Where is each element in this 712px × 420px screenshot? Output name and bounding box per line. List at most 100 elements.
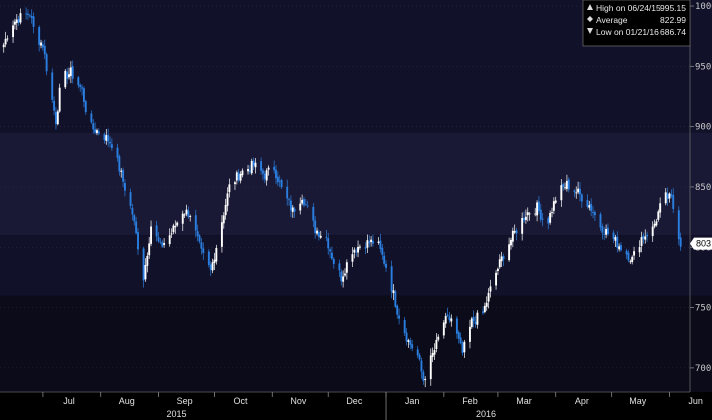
candle-body — [250, 160, 253, 174]
candle-body — [444, 316, 447, 324]
candle-body — [17, 19, 20, 23]
candle-body — [273, 166, 276, 171]
candle-body — [668, 193, 671, 199]
candle-body — [66, 71, 69, 79]
candle-body — [381, 247, 384, 255]
candle-body — [564, 187, 567, 189]
candle-body — [280, 179, 283, 188]
candle-body — [418, 354, 421, 360]
candle-body — [450, 318, 453, 322]
candle-body — [146, 255, 149, 266]
candle-body — [84, 101, 87, 113]
candle-body — [168, 235, 171, 245]
candle-body — [377, 241, 380, 243]
candle-body — [330, 252, 333, 259]
candle-body — [306, 205, 309, 207]
legend-label: High on 06/24/15 — [596, 3, 661, 13]
candle-body — [129, 192, 132, 206]
candle-body — [547, 217, 550, 224]
x-month-label: Dec — [346, 396, 363, 406]
candle-body — [6, 38, 9, 40]
candle-body — [407, 340, 410, 343]
candle-body — [554, 200, 557, 203]
candle-body — [631, 256, 634, 263]
candle-body — [58, 87, 61, 112]
candle-body — [32, 16, 35, 27]
candle-body — [301, 199, 304, 204]
band-lower-middle — [0, 235, 712, 296]
candle-body — [157, 237, 160, 242]
candle-body — [226, 193, 229, 206]
candle-body — [489, 286, 492, 292]
candle-body — [528, 213, 531, 215]
candle-body — [612, 232, 615, 239]
candle-body — [28, 15, 31, 17]
candle-body — [640, 237, 643, 247]
candle-body — [422, 371, 425, 381]
x-year-label: 2015 — [166, 409, 186, 419]
candle-body — [679, 237, 682, 247]
candle-body — [651, 226, 654, 237]
legend-value: 822.99 — [660, 15, 686, 25]
candle-body — [351, 254, 354, 262]
candle-body — [276, 176, 279, 183]
candle-body — [627, 252, 630, 261]
candle-body — [468, 326, 471, 342]
candle-body — [644, 236, 647, 240]
candle-body — [565, 180, 568, 189]
candle-body — [577, 188, 580, 193]
candle-body — [82, 88, 85, 102]
candle-body — [539, 209, 542, 220]
candle-body — [437, 336, 440, 340]
candle-body — [211, 262, 214, 271]
candle-body — [655, 221, 658, 226]
candle-body — [424, 379, 427, 380]
candle-body — [364, 247, 367, 249]
candle-body — [461, 342, 464, 353]
low-marker-icon — [587, 28, 593, 34]
candle-body — [299, 203, 302, 211]
candle-body — [90, 113, 93, 123]
last-value-box — [690, 237, 712, 250]
x-month-label: Nov — [290, 396, 307, 406]
candle-body — [500, 256, 503, 262]
candle-body — [97, 131, 100, 134]
candle-body — [109, 142, 111, 144]
candle-body — [94, 129, 97, 133]
high-marker-icon — [587, 4, 593, 10]
candle-body — [593, 212, 596, 216]
candle-body — [135, 221, 138, 234]
candle-body — [392, 290, 395, 294]
candle-body — [537, 201, 540, 211]
candle-body — [552, 201, 555, 211]
candle-body — [317, 232, 320, 237]
candle-body — [122, 170, 125, 182]
candle-body — [605, 228, 608, 235]
candle-body — [332, 258, 335, 264]
candle-body — [396, 305, 399, 315]
candle-body — [368, 241, 371, 244]
last-value-badge: 803 — [690, 237, 712, 250]
candle-body — [670, 194, 673, 196]
candle-body — [625, 250, 628, 255]
candle-body — [385, 263, 387, 268]
y-tick-label: 700 — [695, 364, 711, 374]
candle-body — [599, 214, 602, 228]
candle-body — [633, 251, 636, 256]
candle-body — [579, 188, 581, 195]
candle-body — [209, 264, 212, 270]
candle-body — [620, 245, 622, 251]
candle-body — [435, 339, 438, 349]
grid-lines — [0, 5, 690, 369]
x-month-label: Jul — [63, 396, 75, 406]
candle-body — [433, 349, 436, 355]
candle-body — [642, 235, 645, 239]
candle-body — [653, 223, 656, 227]
candle-body — [476, 312, 479, 325]
candle-body — [220, 222, 223, 247]
candle-body — [68, 74, 70, 78]
candle-body — [345, 262, 348, 273]
candle-body — [103, 134, 106, 141]
candle-body — [470, 318, 473, 328]
